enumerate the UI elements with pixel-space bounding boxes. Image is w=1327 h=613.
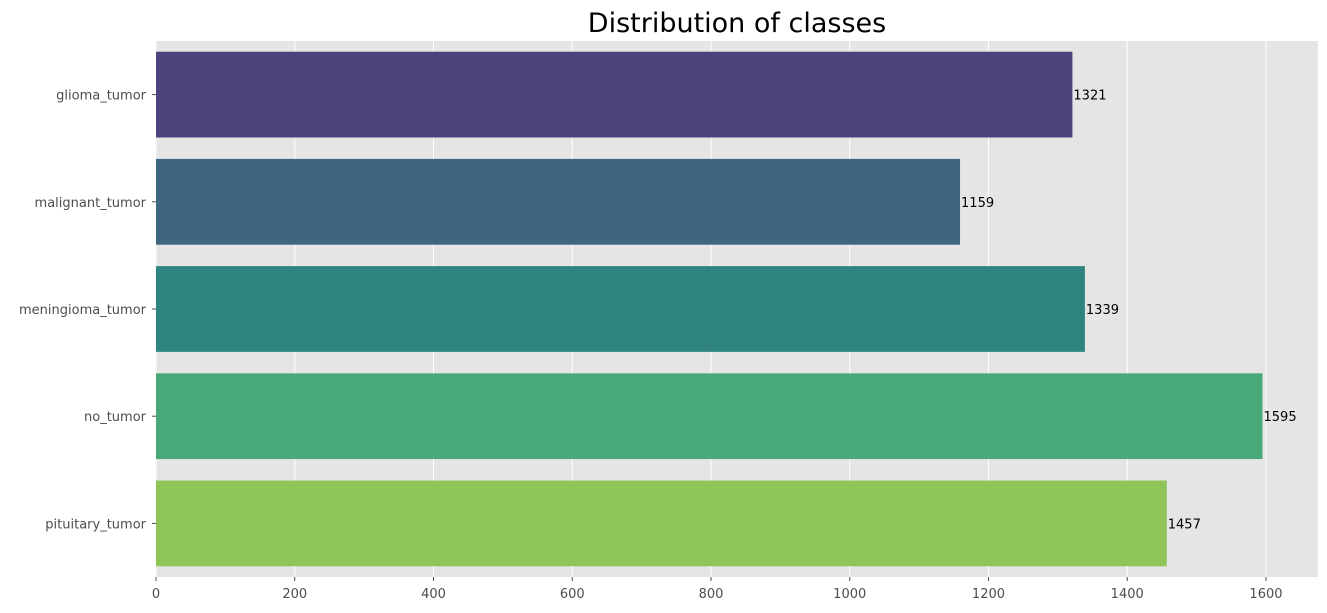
y-tick-label: pituitary_tumor	[45, 517, 146, 532]
bar-no-tumor	[156, 373, 1263, 460]
y-tick-label: meningioma_tumor	[19, 303, 147, 318]
data-label: 1321	[1073, 89, 1106, 104]
x-tick-label: 400	[421, 587, 446, 602]
data-label: 1159	[961, 196, 994, 211]
y-tick-label: glioma_tumor	[56, 89, 147, 104]
data-label: 1339	[1086, 303, 1119, 318]
bar-glioma-tumor	[156, 51, 1073, 138]
x-tick-label: 600	[560, 587, 585, 602]
x-tick-label: 1000	[833, 587, 866, 602]
x-tick-label: 200	[282, 587, 307, 602]
bars	[156, 51, 1263, 567]
y-tick-label: malignant_tumor	[35, 196, 147, 211]
bar-pituitary-tumor	[156, 480, 1167, 567]
bar-meningioma-tumor	[156, 266, 1085, 352]
chart-title: Distribution of classes	[588, 8, 886, 39]
data-label: 1595	[1264, 410, 1297, 425]
x-tick-label: 1600	[1249, 587, 1282, 602]
bar-malignant-tumor	[156, 158, 961, 245]
data-labels: 1321 1159 1339 1595 1457	[961, 89, 1297, 533]
x-axis: 0 200 400 600 800 1000 1200 1400 1600	[152, 577, 1283, 602]
x-tick-label: 1200	[972, 587, 1005, 602]
y-axis: glioma_tumor malignant_tumor meningioma_tu…	[19, 89, 156, 532]
data-label: 1457	[1168, 517, 1201, 532]
y-tick-label: no_tumor	[84, 410, 147, 425]
x-tick-label: 800	[699, 587, 724, 602]
x-tick-label: 1400	[1111, 587, 1144, 602]
x-tick-label: 0	[152, 587, 160, 602]
